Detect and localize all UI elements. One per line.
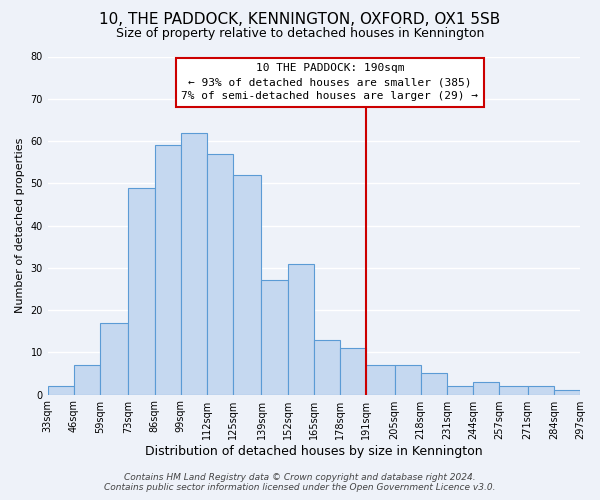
Bar [128, 188, 155, 394]
Bar [74, 365, 100, 394]
Bar [233, 175, 262, 394]
Bar [181, 132, 207, 394]
Bar [287, 264, 314, 394]
Bar [367, 365, 395, 394]
Text: 10 THE PADDOCK: 190sqm
← 93% of detached houses are smaller (385)
7% of semi-det: 10 THE PADDOCK: 190sqm ← 93% of detached… [181, 64, 478, 102]
Bar [395, 365, 421, 394]
Bar [554, 390, 580, 394]
Text: Size of property relative to detached houses in Kennington: Size of property relative to detached ho… [116, 28, 484, 40]
Bar [100, 322, 128, 394]
Text: 10, THE PADDOCK, KENNINGTON, OXFORD, OX1 5SB: 10, THE PADDOCK, KENNINGTON, OXFORD, OX1… [100, 12, 500, 28]
Bar [314, 340, 340, 394]
Y-axis label: Number of detached properties: Number of detached properties [15, 138, 25, 313]
Bar [527, 386, 554, 394]
X-axis label: Distribution of detached houses by size in Kennington: Distribution of detached houses by size … [145, 444, 483, 458]
Bar [473, 382, 499, 394]
Bar [499, 386, 527, 394]
Bar [48, 386, 74, 394]
Bar [421, 374, 447, 394]
Bar [340, 348, 367, 395]
Text: Contains HM Land Registry data © Crown copyright and database right 2024.
Contai: Contains HM Land Registry data © Crown c… [104, 473, 496, 492]
Bar [262, 280, 287, 394]
Bar [155, 145, 181, 394]
Bar [207, 154, 233, 394]
Bar [447, 386, 473, 394]
